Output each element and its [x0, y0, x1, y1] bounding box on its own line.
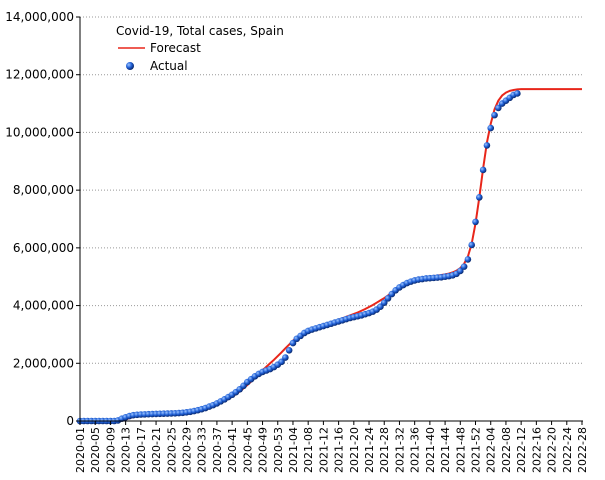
data-point [483, 142, 491, 149]
y-tick-label: 2,000,000 [13, 356, 74, 370]
x-tick-label: 2022-20 [546, 427, 559, 473]
x-tick-label: 2020-09 [104, 427, 117, 473]
x-tick-label: 2022-12 [515, 427, 528, 473]
data-point [479, 166, 487, 174]
x-tick-label: 2020-29 [180, 427, 193, 473]
legend-swatch [126, 62, 134, 70]
chart-title: Covid-19, Total cases, Spain [116, 24, 284, 38]
x-tick-label: 2021-12 [317, 427, 330, 473]
x-tick-label: 2020-33 [196, 427, 209, 473]
legend-label: Actual [150, 59, 188, 73]
legend-label: Forecast [150, 41, 201, 55]
x-tick-label: 2022-28 [576, 427, 589, 473]
x-tick-label: 2021-28 [378, 427, 391, 473]
legend: Forecast Actual [118, 41, 201, 73]
data-point [514, 90, 521, 97]
data-point [468, 241, 476, 249]
x-tick-label: 2021-52 [470, 427, 483, 473]
x-tick-label: 2022-16 [530, 427, 543, 473]
y-tick-label: 8,000,000 [13, 183, 74, 197]
data-point [472, 218, 479, 226]
x-tick-label: 2020-17 [135, 427, 148, 473]
data-point [278, 358, 285, 366]
x-tick-label: 2021-04 [287, 427, 300, 473]
x-tick-label: 2020-25 [165, 427, 178, 473]
x-tick-label: 2020-53 [272, 427, 285, 473]
data-point [476, 194, 483, 201]
x-tick-label: 2020-13 [120, 427, 133, 473]
x-tick-label: 2021-32 [393, 427, 406, 473]
y-tick-label: 0 [66, 414, 74, 428]
x-tick-label: 2020-37 [211, 427, 224, 473]
data-point [487, 124, 495, 132]
data-point [282, 354, 289, 361]
data-point [380, 299, 388, 306]
x-tick-label: 2022-08 [500, 427, 513, 473]
x-tick-label: 2020-45 [241, 427, 254, 473]
data-point [457, 267, 464, 275]
plot [76, 88, 582, 425]
y-tick-label: 10,000,000 [5, 125, 74, 139]
data-point [491, 111, 498, 119]
data-point [495, 104, 502, 112]
y-tick-label: 4,000,000 [13, 299, 74, 313]
x-tick-label: 2021-48 [454, 427, 467, 473]
x-tick-label: 2020-05 [89, 427, 102, 473]
x-tick-label: 2020-21 [150, 427, 163, 473]
x-tick-label: 2022-04 [485, 427, 498, 473]
x-tick-label: 2020-01 [74, 427, 87, 473]
x-tick-label: 2021-08 [302, 427, 315, 473]
data-point [289, 339, 297, 347]
x-tick-label: 2021-40 [424, 427, 437, 473]
x-tick-label: 2021-24 [363, 427, 376, 473]
y-tick-label: 14,000,000 [5, 10, 74, 24]
y-tick-label: 6,000,000 [13, 241, 74, 255]
x-tick-label: 2021-20 [348, 427, 361, 473]
forecast-line [80, 88, 582, 422]
x-tick-label: 2021-44 [439, 427, 452, 473]
y-tick-label: 12,000,000 [5, 68, 74, 82]
data-point [460, 263, 468, 270]
data-point [464, 256, 472, 263]
data-point [384, 295, 392, 302]
data-point [285, 347, 293, 354]
x-tick-label: 2020-49 [257, 427, 270, 473]
x-tick-label: 2022-24 [561, 427, 574, 473]
x-tick-label: 2021-16 [333, 427, 346, 473]
x-tick-label: 2020-41 [226, 427, 239, 473]
x-tick-label: 2021-36 [409, 427, 422, 473]
